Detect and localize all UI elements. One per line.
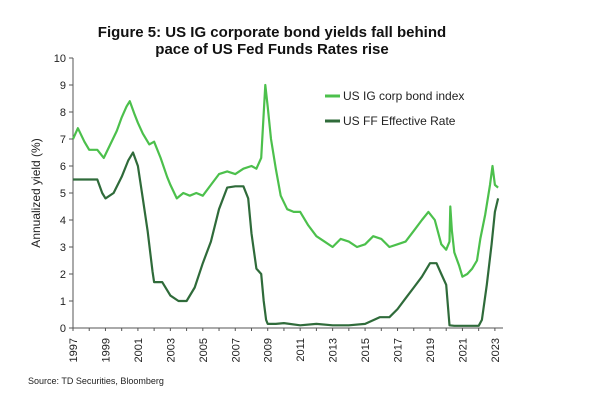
series-line-ff-effective-rate bbox=[73, 151, 500, 327]
y-tick-label: 9 bbox=[60, 80, 66, 92]
y-tick-label: 3 bbox=[60, 242, 66, 254]
x-tick-label: 1997 bbox=[68, 338, 80, 362]
x-tick-label: 1999 bbox=[100, 338, 112, 362]
x-tick-label: 2017 bbox=[393, 338, 405, 362]
axes: 0 1 2 3 4 5 6 7 8 9 10 1997 1999 2001 2003 2005 2007 2009… bbox=[54, 53, 503, 362]
y-tick-label: 8 bbox=[60, 107, 66, 119]
series-line-ig-corp-bond bbox=[71, 83, 499, 278]
x-tick-label: 2009 bbox=[263, 338, 275, 362]
x-tick-label: 2023 bbox=[490, 338, 502, 362]
source-note: Source: TD Securities, Bloomberg bbox=[28, 376, 164, 386]
x-tick-label: 2005 bbox=[198, 338, 210, 362]
x-tick-label: 2019 bbox=[425, 338, 437, 362]
y-tick-label: 0 bbox=[60, 323, 66, 335]
x-tick-label: 2015 bbox=[360, 338, 372, 362]
series-layer bbox=[71, 83, 500, 327]
x-tick-label: 2007 bbox=[230, 338, 242, 362]
y-tick-label: 2 bbox=[60, 269, 66, 281]
y-tick-label: 1 bbox=[60, 296, 66, 308]
y-tick-label: 7 bbox=[60, 134, 66, 146]
x-tick-label: 2001 bbox=[133, 338, 145, 362]
y-tick-label: 6 bbox=[60, 161, 66, 173]
y-tick-label: 10 bbox=[54, 53, 66, 65]
legend-label-ff: US FF Effective Rate bbox=[343, 114, 456, 128]
x-tick-label: 2013 bbox=[328, 338, 340, 362]
y-axis-label: Annualized yield (%) bbox=[29, 138, 43, 247]
legend: US IG corp bond index US FF Effective Ra… bbox=[325, 89, 464, 128]
chart-title-line2: pace of US Fed Funds Rates rise bbox=[155, 41, 388, 58]
y-tick-label: 5 bbox=[60, 188, 66, 200]
chart-title-line1: Figure 5: US IG corporate bond yields fa… bbox=[98, 24, 446, 41]
x-tick-label: 2021 bbox=[457, 338, 469, 362]
y-tick-label: 4 bbox=[60, 215, 66, 227]
x-tick-label: 2011 bbox=[295, 338, 307, 362]
x-tick-label: 2003 bbox=[165, 338, 177, 362]
legend-label-ig: US IG corp bond index bbox=[343, 89, 464, 103]
